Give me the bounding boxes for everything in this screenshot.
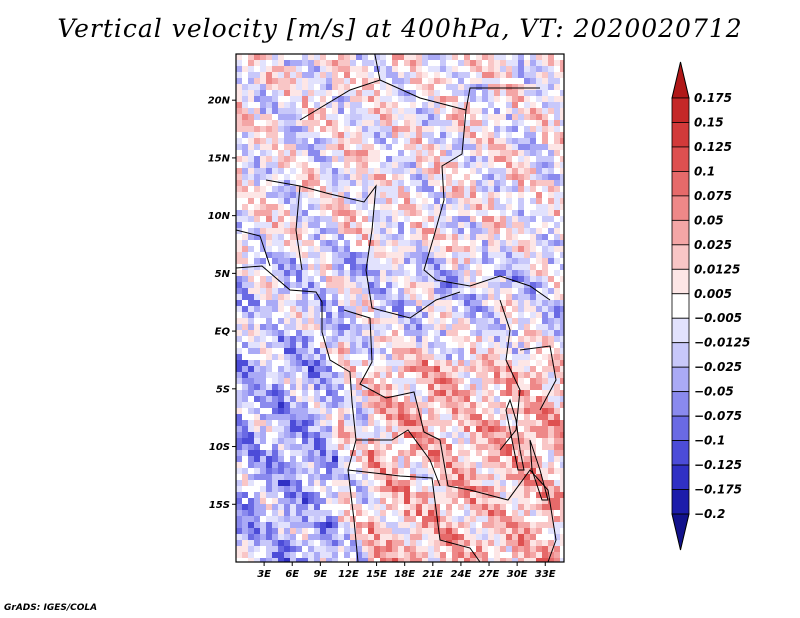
colorbar-label: 0.15 xyxy=(694,115,724,129)
lat-label: 5N xyxy=(215,269,231,280)
colorbar-swatch xyxy=(671,195,690,221)
colorbar-label: −0.2 xyxy=(694,507,725,521)
colorbar-label: 0.1 xyxy=(694,164,715,178)
lon-label: 3E xyxy=(257,569,271,580)
lon-label: 33E xyxy=(535,569,556,580)
colorbar-swatch xyxy=(671,268,690,295)
colorbar-swatch xyxy=(671,317,690,344)
lon-label: 18E xyxy=(394,569,415,580)
colorbar-swatch xyxy=(671,122,690,148)
latitude-axis: 20N 15N 10N 5N EQ 5S 10S 15S xyxy=(208,96,236,511)
border-line xyxy=(374,54,540,111)
colorbar-label: 0.125 xyxy=(694,140,732,154)
colorbar-label: 0.175 xyxy=(694,91,732,105)
colorbar-swatch xyxy=(671,342,690,368)
lake xyxy=(529,439,549,501)
lake xyxy=(505,398,525,471)
colorbar-swatch xyxy=(671,366,690,393)
lat-label: 10S xyxy=(209,442,230,453)
border-line xyxy=(299,79,467,201)
lon-label: 24E xyxy=(451,569,472,580)
lon-label: 9E xyxy=(313,569,327,580)
map-frame xyxy=(235,53,565,563)
map-figure: 20N 15N 10N 5N EQ 5S 10S 15S 3E 6E 9E 12E 15E 18E 21E… xyxy=(208,53,750,580)
lon-label: 12E xyxy=(338,569,359,580)
border-line xyxy=(365,269,461,319)
colorbar-label: −0.0125 xyxy=(694,336,750,350)
colorbar-label: −0.075 xyxy=(694,409,742,423)
colorbar-swatch xyxy=(671,489,690,515)
colorbar-label: −0.125 xyxy=(694,458,742,472)
colorbar-label: 0.025 xyxy=(694,238,732,252)
lat-label: 20N xyxy=(208,96,231,107)
border-line xyxy=(343,309,471,491)
border-line xyxy=(469,469,557,562)
colorbar-label: −0.025 xyxy=(694,360,742,374)
colorbar-swatch xyxy=(671,464,690,490)
country-borders xyxy=(236,54,557,562)
colorbar-label: 0.005 xyxy=(694,287,732,301)
lat-label: 15S xyxy=(209,500,230,511)
colorbar-label: 0.075 xyxy=(694,189,732,203)
colorbar-legend: 0.175 0.15 0.125 0.1 0.075 0.05 0.025 0.0125 0.0… xyxy=(671,61,750,551)
grads-credit: GrADS: IGES/COLA xyxy=(4,603,98,613)
border-line xyxy=(499,299,521,451)
colorbar-cap-top xyxy=(671,61,690,99)
lon-label: 6E xyxy=(285,569,299,580)
lat-label: 10N xyxy=(208,211,231,222)
map-title: Vertical velocity [m/s] at 400hPa, VT: 2… xyxy=(57,14,743,43)
colorbar-label: −0.1 xyxy=(694,434,725,448)
border-line xyxy=(347,469,481,562)
border-line xyxy=(356,429,441,487)
lat-label: 15N xyxy=(208,153,231,164)
colorbar-cap-bottom xyxy=(671,513,690,551)
border-line xyxy=(236,185,303,271)
colorbar-swatch xyxy=(671,171,690,197)
border-line xyxy=(423,199,551,301)
colorbar-swatch xyxy=(671,97,690,123)
colorbar-label: 0.0125 xyxy=(694,262,740,276)
colorbar-label: −0.175 xyxy=(694,483,742,497)
colorbar-swatch xyxy=(671,293,690,319)
lat-label: EQ xyxy=(215,327,231,338)
colorbar-label: −0.05 xyxy=(694,385,734,399)
colorbar-label: 0.05 xyxy=(694,213,724,227)
colorbar-swatch xyxy=(671,146,690,172)
lon-label: 15E xyxy=(366,569,387,580)
lon-label: 21E xyxy=(422,569,443,580)
lon-label: 30E xyxy=(507,569,528,580)
colorbar-swatch xyxy=(671,391,690,417)
colorbar-swatch xyxy=(671,440,690,466)
colorbar-swatch xyxy=(671,219,690,246)
border-line xyxy=(519,345,557,411)
lat-label: 5S xyxy=(216,384,230,395)
colorbar-label: −0.005 xyxy=(694,311,742,325)
colorbar-swatch xyxy=(671,244,690,270)
longitude-axis: 3E 6E 9E 12E 15E 18E 21E 24E 27E 30E 33E xyxy=(257,562,556,580)
vertical-velocity-field xyxy=(236,54,564,562)
lon-label: 27E xyxy=(479,569,500,580)
colorbar-swatch xyxy=(671,415,690,441)
